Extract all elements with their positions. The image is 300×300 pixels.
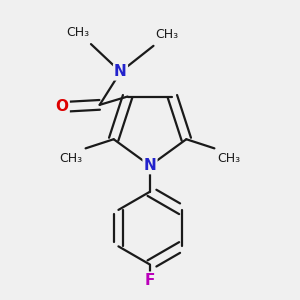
- Text: CH₃: CH₃: [217, 152, 240, 165]
- Text: F: F: [145, 273, 155, 288]
- Text: N: N: [114, 64, 127, 80]
- Text: CH₃: CH₃: [60, 152, 83, 165]
- Text: N: N: [144, 158, 156, 173]
- Text: O: O: [56, 99, 69, 114]
- Text: CH₃: CH₃: [66, 26, 89, 39]
- Text: CH₃: CH₃: [155, 28, 178, 40]
